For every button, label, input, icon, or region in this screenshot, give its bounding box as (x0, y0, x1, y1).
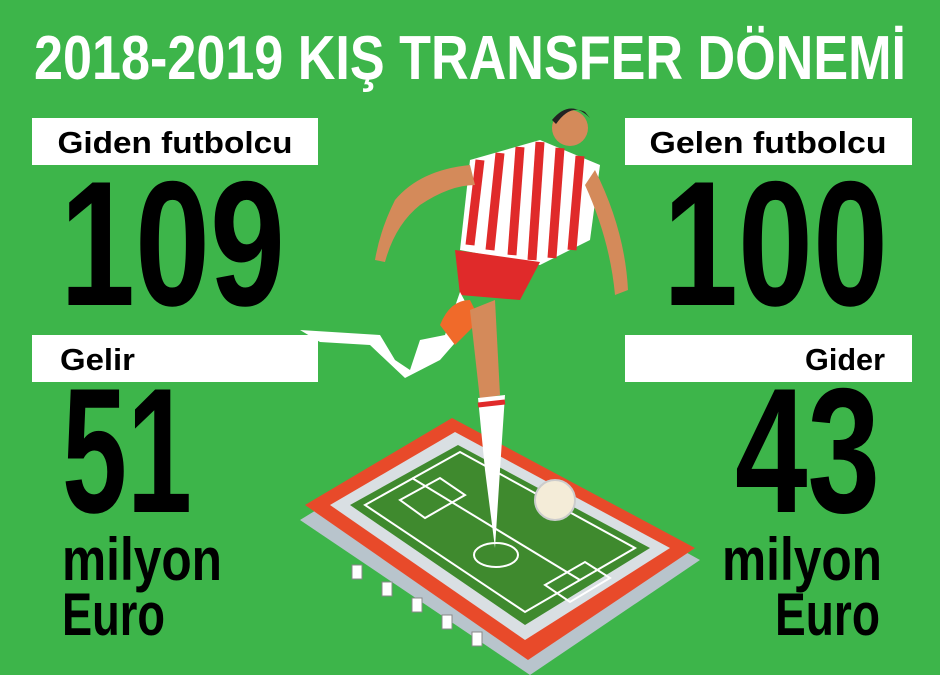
stat-unit: milyon (722, 526, 882, 593)
player-illustration (300, 108, 628, 548)
title: 2018-2019 KIŞ TRANSFER DÖNEMİ (34, 24, 906, 93)
stat-unit: milyon (62, 526, 222, 593)
stat-label: Gelir (60, 342, 135, 377)
stat-label: Giden futbolcu (58, 125, 293, 160)
label-box (32, 335, 318, 382)
label-box (625, 335, 912, 382)
stat-value: 51 (62, 351, 192, 550)
stadium-illustration (300, 418, 700, 675)
stat-value: 100 (663, 144, 888, 343)
stat-label: Gider (805, 342, 885, 377)
stat-value: 109 (60, 144, 285, 343)
label-box (32, 118, 318, 165)
stat-unit: Euro (775, 581, 880, 648)
stat-label: Gelen futbolcu (650, 125, 887, 160)
label-box (625, 118, 912, 165)
stat-unit: Euro (62, 581, 165, 648)
stat-value: 43 (735, 351, 880, 550)
